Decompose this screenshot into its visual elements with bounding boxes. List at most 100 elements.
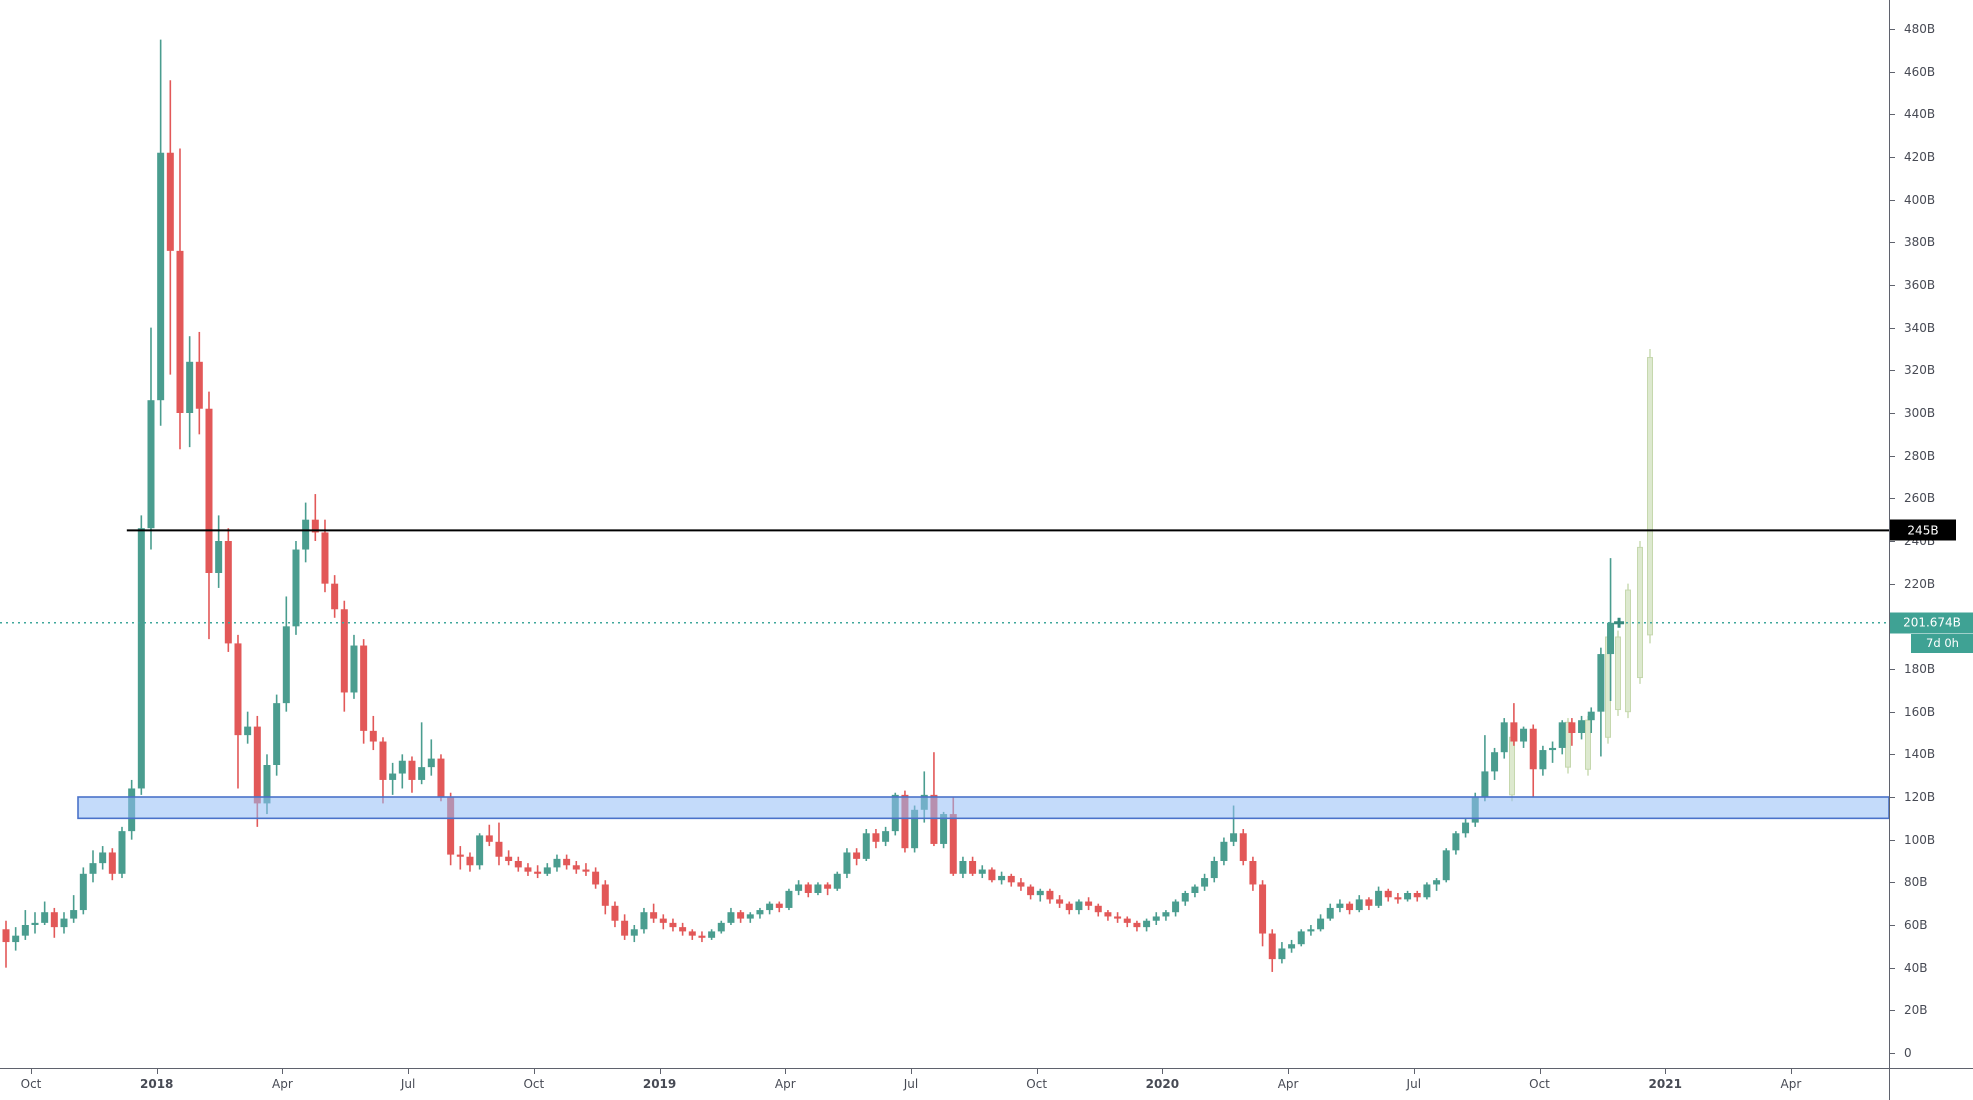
price-tick-label: 360B [1904, 278, 1936, 292]
time-scale[interactable]: Oct 2018 Apr Jul Oct 2019 Apr Jul Oct 2020 Apr Jul O… [0, 1068, 1973, 1100]
candle [901, 794, 909, 849]
price-tick-label: 0 [1904, 1046, 1912, 1060]
candle [466, 856, 474, 866]
time-tick-label: Oct [1026, 1077, 1048, 1091]
chart-plot-area[interactable] [0, 0, 1889, 1068]
candle [1268, 933, 1276, 960]
candle [1210, 861, 1218, 879]
time-tick-label: Jul [903, 1077, 919, 1091]
price-tick [1890, 882, 1895, 884]
candle [1568, 722, 1576, 733]
candle [592, 871, 600, 885]
axis-corner-divider [1889, 1069, 1890, 1100]
candle [1317, 918, 1325, 930]
price-tick-label: 60B [1904, 918, 1928, 932]
candle [89, 863, 97, 874]
candle [882, 831, 890, 842]
candle [1549, 747, 1557, 751]
candle [476, 835, 484, 866]
candle [1500, 722, 1508, 753]
candle [302, 519, 310, 550]
candle [495, 841, 503, 857]
time-tick-label: 2019 [642, 1077, 677, 1091]
candle [1123, 918, 1131, 923]
candle [1326, 907, 1334, 919]
candle [717, 922, 725, 932]
candle [766, 903, 774, 911]
candle [1481, 771, 1489, 797]
candle [746, 914, 754, 919]
price-tick [1890, 669, 1895, 670]
candle [1539, 750, 1547, 770]
candle [379, 741, 387, 780]
candle [1027, 886, 1035, 896]
candle [563, 858, 571, 866]
price-tick [1890, 839, 1895, 841]
price-tick [1890, 370, 1895, 372]
level-price-badge[interactable]: 245B [1890, 519, 1956, 541]
candle [331, 583, 339, 610]
candle [418, 767, 426, 780]
candle [1423, 884, 1431, 898]
price-tick-label: 440B [1904, 107, 1936, 122]
candle [1404, 893, 1412, 900]
candle [1529, 728, 1537, 770]
time-tick-label: Oct [20, 1077, 42, 1091]
candle [1065, 903, 1073, 911]
candle [340, 609, 348, 693]
candle [437, 758, 445, 797]
candle [1056, 899, 1064, 904]
candle [79, 873, 87, 911]
candle [1191, 886, 1199, 893]
candle [1007, 875, 1015, 883]
price-tick-label: 400B [1904, 192, 1936, 207]
time-tick-label: Jul [1406, 1077, 1422, 1091]
candle [215, 541, 223, 573]
candle [447, 797, 455, 855]
price-tick-label: 80B [1904, 875, 1928, 890]
candle [389, 773, 397, 780]
candle [872, 833, 880, 842]
candle [1104, 912, 1112, 917]
time-tick [156, 1069, 158, 1074]
price-tick [1890, 413, 1895, 414]
price-scale[interactable]: 480B 460B 440B 420B 400B 380B 360B 340B 320B 300B… [1889, 0, 1973, 1068]
time-tick-label: Apr [1780, 1077, 1802, 1091]
candle [1510, 722, 1518, 742]
pale-candle [1509, 736, 1515, 796]
candle [1384, 890, 1392, 898]
time-tick [1539, 1069, 1541, 1074]
candle [1133, 922, 1141, 928]
candle [31, 922, 39, 925]
candlestick-chart[interactable] [0, 0, 1889, 1068]
candle [978, 869, 986, 874]
candle [244, 726, 252, 736]
time-tick-label: Apr [1277, 1077, 1299, 1091]
candle [205, 408, 213, 573]
candle [959, 861, 967, 874]
candle [70, 910, 78, 919]
candle [157, 152, 165, 401]
candle [553, 858, 561, 868]
last-price-badge[interactable]: 201.674B [1890, 612, 1973, 634]
candle [1365, 899, 1373, 906]
candle [688, 931, 696, 936]
candle [621, 920, 629, 936]
price-tick-label: 120B [1904, 790, 1936, 804]
price-tick [1890, 455, 1895, 457]
candle [137, 528, 145, 789]
time-tick [533, 1069, 535, 1074]
price-tick-label: 160B [1904, 704, 1936, 719]
price-tick-label: 460B [1904, 64, 1936, 79]
support-zone[interactable] [77, 796, 1889, 820]
candle [1220, 841, 1228, 861]
candle [775, 903, 783, 908]
candle [1036, 890, 1044, 896]
candle [1046, 890, 1054, 900]
time-tick-label: Oct [523, 1077, 545, 1091]
price-tick [1890, 327, 1895, 329]
price-tick-label: 140B [1904, 747, 1936, 762]
price-tick-label: 40B [1904, 960, 1928, 975]
candle [1394, 897, 1402, 900]
price-tick-label: 220B [1904, 576, 1936, 591]
